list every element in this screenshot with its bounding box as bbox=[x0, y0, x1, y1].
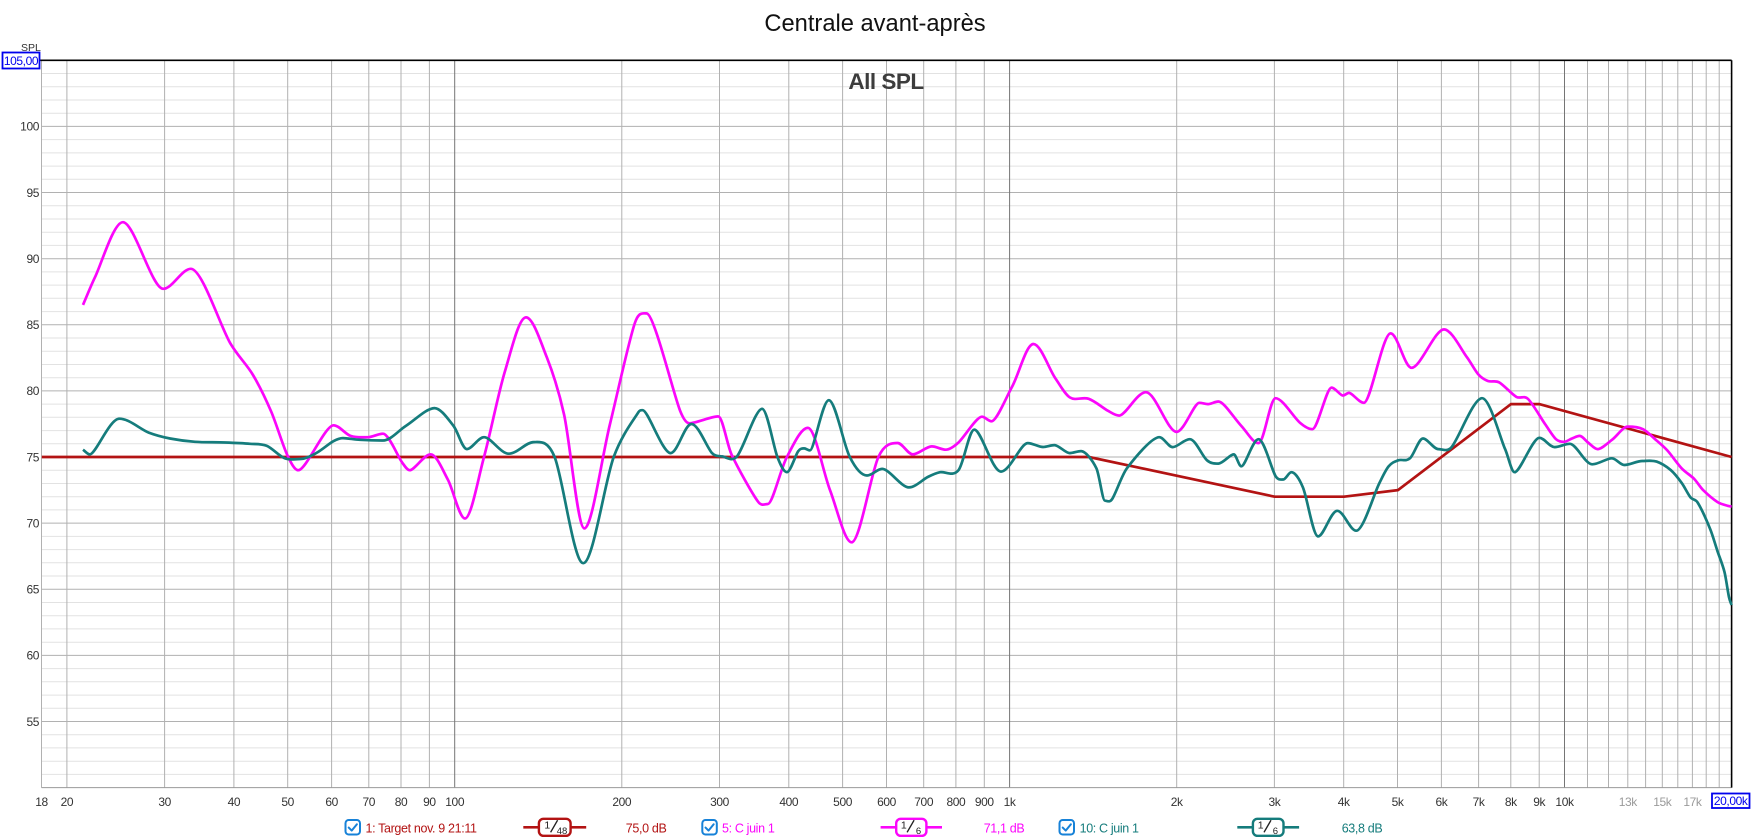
svg-text:7k: 7k bbox=[1473, 795, 1486, 809]
svg-text:90: 90 bbox=[26, 252, 39, 266]
svg-text:75: 75 bbox=[26, 450, 39, 464]
svg-text:60: 60 bbox=[26, 649, 39, 663]
svg-text:18: 18 bbox=[35, 795, 48, 809]
svg-text:200: 200 bbox=[612, 795, 632, 809]
svg-text:900: 900 bbox=[975, 795, 995, 809]
svg-text:95: 95 bbox=[26, 186, 39, 200]
svg-text:100: 100 bbox=[20, 120, 40, 134]
svg-text:1: 1 bbox=[901, 820, 907, 832]
svg-text:70: 70 bbox=[26, 516, 39, 530]
svg-text:80: 80 bbox=[26, 384, 39, 398]
svg-text:4k: 4k bbox=[1338, 795, 1351, 809]
svg-text:65: 65 bbox=[26, 583, 39, 597]
svg-text:1: 1 bbox=[1258, 820, 1264, 832]
svg-text:5k: 5k bbox=[1392, 795, 1405, 809]
svg-text:6k: 6k bbox=[1435, 795, 1448, 809]
svg-text:700: 700 bbox=[914, 795, 934, 809]
svg-text:105,00: 105,00 bbox=[4, 54, 39, 68]
svg-text:90: 90 bbox=[423, 795, 436, 809]
svg-text:1k: 1k bbox=[1004, 795, 1017, 809]
svg-text:400: 400 bbox=[779, 795, 799, 809]
svg-text:40: 40 bbox=[228, 795, 241, 809]
svg-text:50: 50 bbox=[281, 795, 294, 809]
svg-text:All SPL: All SPL bbox=[848, 69, 924, 94]
svg-text:55: 55 bbox=[26, 715, 39, 729]
svg-text:85: 85 bbox=[26, 318, 39, 332]
svg-text:63,8 dB: 63,8 dB bbox=[1342, 822, 1383, 836]
svg-text:10: C juin 1: 10: C juin 1 bbox=[1080, 822, 1139, 836]
svg-text:6: 6 bbox=[1273, 826, 1278, 837]
svg-text:SPL: SPL bbox=[21, 42, 41, 54]
svg-text:9k: 9k bbox=[1533, 795, 1546, 809]
svg-text:20: 20 bbox=[61, 795, 74, 809]
svg-text:6: 6 bbox=[916, 826, 921, 837]
svg-text:60: 60 bbox=[325, 795, 338, 809]
svg-text:1: Target nov. 9 21:11: 1: Target nov. 9 21:11 bbox=[366, 822, 478, 836]
svg-text:30: 30 bbox=[158, 795, 171, 809]
svg-text:800: 800 bbox=[946, 795, 966, 809]
svg-text:300: 300 bbox=[710, 795, 730, 809]
svg-text:8k: 8k bbox=[1505, 795, 1518, 809]
svg-text:3k: 3k bbox=[1268, 795, 1281, 809]
svg-text:15k: 15k bbox=[1653, 795, 1673, 809]
svg-text:5: C juin 1: 5: C juin 1 bbox=[722, 822, 775, 836]
svg-text:70: 70 bbox=[363, 795, 376, 809]
svg-text:17k: 17k bbox=[1683, 795, 1703, 809]
svg-text:80: 80 bbox=[395, 795, 408, 809]
svg-text:1: 1 bbox=[544, 820, 550, 832]
svg-text:75,0 dB: 75,0 dB bbox=[626, 822, 667, 836]
svg-text:100: 100 bbox=[445, 795, 465, 809]
svg-text:10k: 10k bbox=[1555, 795, 1575, 809]
svg-text:600: 600 bbox=[877, 795, 897, 809]
svg-text:48: 48 bbox=[557, 826, 568, 837]
svg-text:2k: 2k bbox=[1171, 795, 1184, 809]
svg-text:Centrale avant-après: Centrale avant-après bbox=[764, 11, 985, 37]
svg-text:13k: 13k bbox=[1619, 795, 1639, 809]
svg-text:500: 500 bbox=[833, 795, 853, 809]
svg-text:71,1 dB: 71,1 dB bbox=[984, 822, 1025, 836]
svg-text:20,00k: 20,00k bbox=[1714, 794, 1749, 808]
